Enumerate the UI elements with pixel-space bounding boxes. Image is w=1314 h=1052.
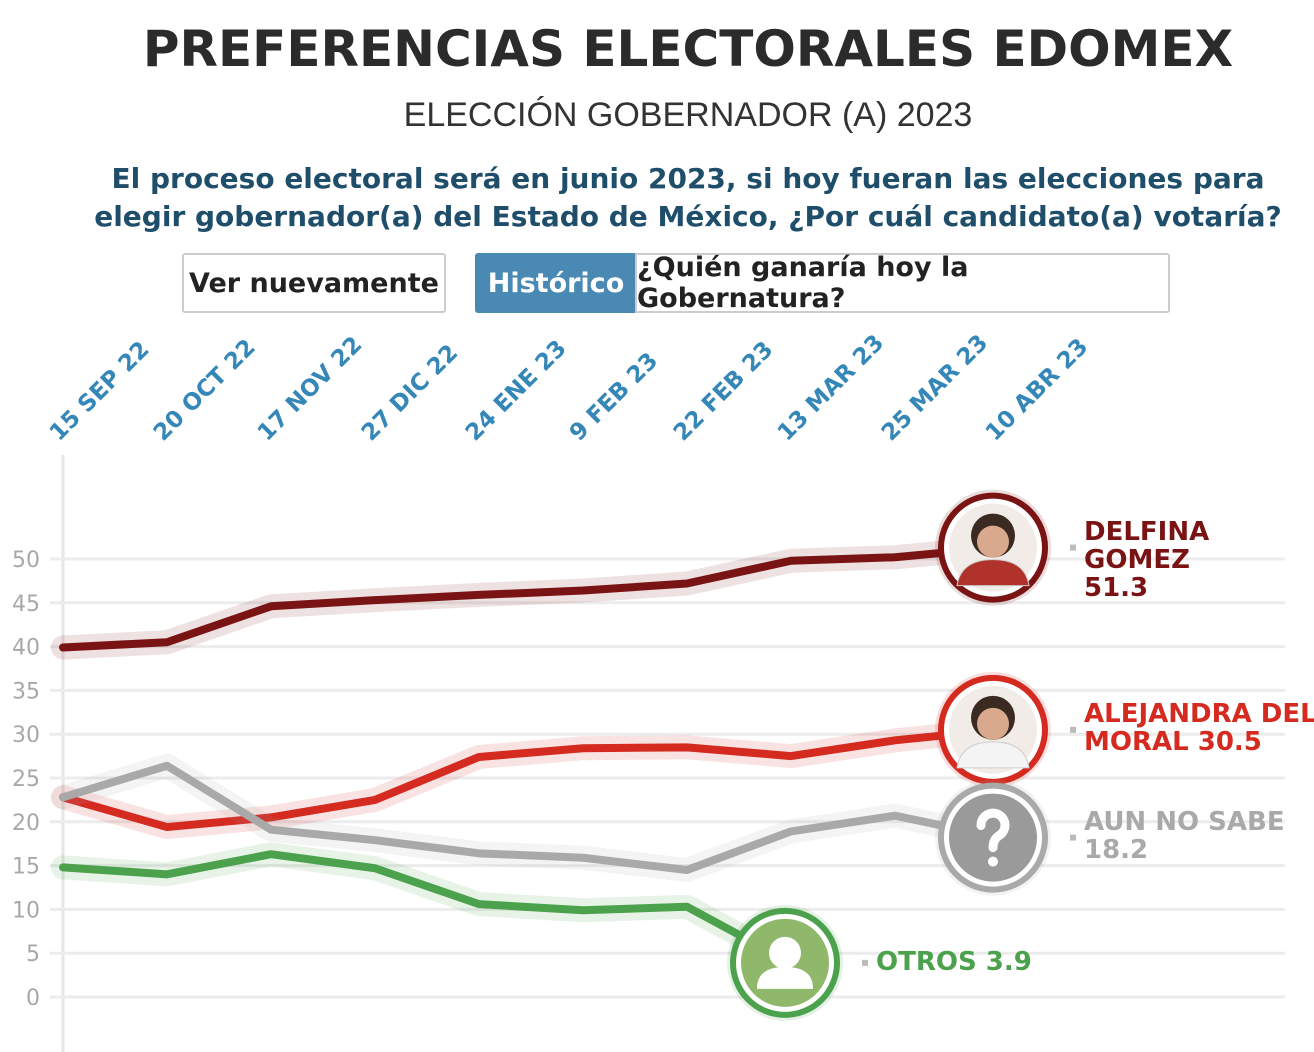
x-tick-label: 22 FEB 23 xyxy=(669,337,779,447)
avatar xyxy=(935,489,1051,606)
x-tick-label: 24 ENE 23 xyxy=(461,335,572,446)
value-label: 30.5 xyxy=(1197,726,1262,757)
label-dash xyxy=(1070,544,1076,551)
series-label: OTROS 3.9 xyxy=(876,948,1176,976)
legend-name: DELFINA GOMEZ xyxy=(1084,516,1210,575)
legend-name: ALEJANDRA DEL MORAL xyxy=(1084,698,1314,757)
series-label: DELFINA GOMEZ 51.3 xyxy=(1084,518,1314,602)
x-tick-label: 10 ABR 23 xyxy=(981,334,1093,446)
series-label: AUN NO SABE 18.2 xyxy=(1084,808,1314,864)
person-face xyxy=(977,525,1009,558)
value-label: 3.9 xyxy=(985,946,1032,977)
question-icon xyxy=(976,808,1010,853)
label-dash xyxy=(1070,726,1076,733)
y-tick-label: 10 xyxy=(12,898,40,923)
series-line xyxy=(59,725,1003,832)
value-label: 51.3 xyxy=(1084,572,1149,603)
value-label: 18.2 xyxy=(1084,834,1149,865)
question-dot xyxy=(988,856,998,867)
y-tick-label: 20 xyxy=(12,811,40,836)
label-dash xyxy=(1070,834,1076,841)
y-tick-label: 30 xyxy=(12,723,40,748)
tab-button[interactable]: ¿Quién ganaría hoy la Gobernatura? xyxy=(635,252,1170,314)
x-tick-label: 15 SEP 22 xyxy=(45,337,155,447)
x-tick-label: 25 MAR 23 xyxy=(877,330,993,446)
series-line xyxy=(59,850,795,967)
person-face xyxy=(977,707,1009,740)
question: El proceso electoral será en junio 2023,… xyxy=(94,162,1282,233)
person-body xyxy=(757,966,813,989)
chart-subtitle: ELECCIÓN GOBERNADOR (A) 2023 xyxy=(403,96,973,134)
x-tick-label: 9 FEB 23 xyxy=(565,348,663,446)
replay-button[interactable]: Ver nuevamente xyxy=(182,253,446,313)
tab-button[interactable]: Histórico xyxy=(475,253,637,313)
person-body xyxy=(956,741,1030,769)
series-line xyxy=(59,761,1003,874)
avatar xyxy=(935,671,1051,788)
y-tick-label: 25 xyxy=(12,767,40,792)
person-body xyxy=(956,559,1030,587)
y-tick-label: 0 xyxy=(26,986,40,1011)
chart-title: PREFERENCIAS ELECTORALES EDOMEX xyxy=(142,20,1234,78)
label-dash xyxy=(862,959,868,966)
y-tick-label: 45 xyxy=(12,592,40,617)
series-line xyxy=(59,543,1003,652)
x-tick-label: 17 NOV 22 xyxy=(253,332,368,447)
x-tick-label: 20 OCT 22 xyxy=(149,334,261,446)
legend-name: AUN NO SABE xyxy=(1084,806,1285,837)
legend-name: OTROS xyxy=(876,946,977,977)
avatar xyxy=(935,779,1051,896)
y-tick-label: 15 xyxy=(12,855,40,880)
series-label: ALEJANDRA DEL MORAL 30.5 xyxy=(1084,700,1314,756)
y-tick-label: 40 xyxy=(12,636,40,661)
y-tick-label: 5 xyxy=(26,942,40,967)
x-tick-label: 13 MAR 23 xyxy=(773,330,889,446)
x-tick-label: 27 DIC 22 xyxy=(357,340,463,446)
y-tick-label: 50 xyxy=(12,548,40,573)
y-tick-label: 35 xyxy=(12,679,40,704)
person-head xyxy=(769,936,801,969)
avatar xyxy=(727,904,843,1021)
